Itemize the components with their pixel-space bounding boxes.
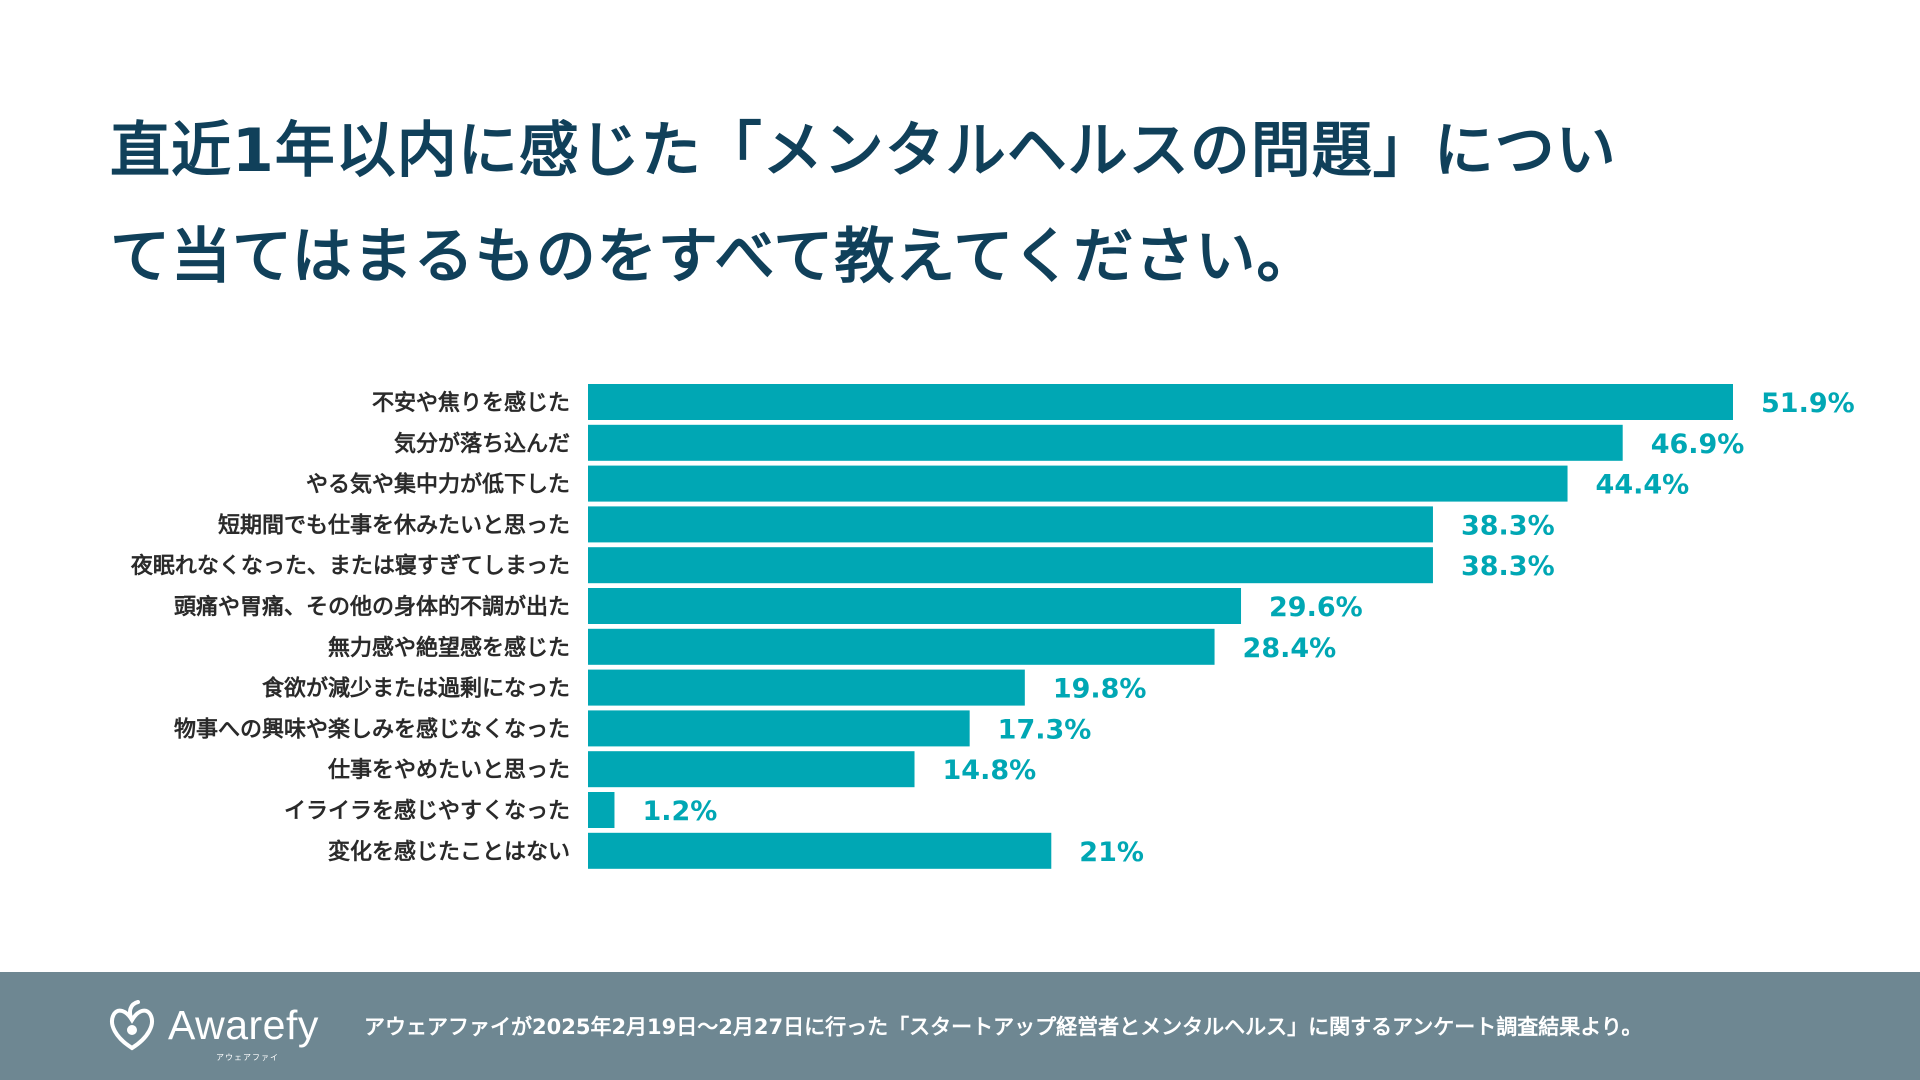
- category-label-8: 食欲が減少または過剰になった: [262, 676, 570, 702]
- bar-10: [588, 751, 915, 788]
- logo-kana: アウェアファイ: [216, 1053, 279, 1062]
- category-label-4: 短期間でも仕事を休みたいと思った: [218, 512, 570, 538]
- horizontal-bar-chart: 不安や焦りを感じた 51.9% 気分が落ち込んだ 46.9% やる気や集中力が低下した 4…: [130, 384, 1855, 869]
- question-title-line-1: 直近1年以内に感じた「メンタルヘルスの問題」につい: [110, 116, 1617, 186]
- source-note: アウェアファイが2025年2月19日〜2月27日に行った「スタートアップ経営者と…: [364, 1015, 1643, 1039]
- bar-9: [588, 710, 970, 747]
- value-label-8: 19.8%: [1053, 674, 1147, 705]
- category-label-9: 物事への興味や楽しみを感じなくなった: [174, 716, 570, 742]
- category-label-6: 頭痛や胃痛、その他の身体的不調が出た: [174, 594, 570, 620]
- bar-12: [588, 832, 1052, 869]
- value-label-3: 44.4%: [1596, 470, 1690, 501]
- category-label-3: やる気や集中力が低下した: [306, 472, 570, 498]
- bar-1: [588, 384, 1733, 420]
- value-label-1: 51.9%: [1761, 388, 1855, 419]
- value-label-12: 21%: [1079, 837, 1144, 868]
- value-label-6: 29.6%: [1269, 592, 1363, 623]
- value-label-4: 38.3%: [1461, 510, 1555, 541]
- category-label-5: 夜眠れなくなった、または寝すぎてしまった: [130, 553, 570, 579]
- bar-2: [588, 424, 1623, 461]
- question-title-line-2: て当てはまるものをすべて教えてください。: [110, 222, 1318, 292]
- category-label-11: イライラを感じやすくなった: [284, 798, 570, 824]
- category-label-2: 気分が落ち込んだ: [394, 431, 570, 457]
- category-label-10: 仕事をやめたいと思った: [327, 757, 570, 783]
- value-label-9: 17.3%: [998, 714, 1092, 745]
- bar-8: [588, 669, 1025, 706]
- awarefy-logo-icon: [110, 1000, 154, 1051]
- logo-wordmark: Awarefy: [168, 1002, 319, 1048]
- bar-4: [588, 506, 1433, 543]
- category-label-12: 変化を感じたことはない: [328, 839, 570, 865]
- bar-3: [588, 465, 1568, 502]
- bar-6: [588, 588, 1242, 624]
- question-title: 直近1年以内に感じた「メンタルヘルスの問題」につい て当てはまるものをすべて教え…: [110, 98, 1730, 310]
- value-label-11: 1.2%: [642, 796, 717, 827]
- awarefy-logo: Awarefy アウェアファイ: [104, 994, 334, 1064]
- bar-7: [588, 628, 1215, 665]
- value-label-5: 38.3%: [1461, 551, 1555, 582]
- category-label-7: 無力感や絶望感を感じた: [328, 635, 570, 661]
- category-label-1: 不安や焦りを感じた: [372, 390, 570, 416]
- footer-bar: Awarefy アウェアファイ アウェアファイが2025年2月19日〜2月27日…: [0, 972, 1920, 1080]
- bar-5: [588, 547, 1433, 584]
- value-label-10: 14.8%: [943, 755, 1037, 786]
- bar-11: [588, 792, 615, 828]
- value-label-7: 28.4%: [1243, 633, 1337, 664]
- value-label-2: 46.9%: [1651, 429, 1745, 460]
